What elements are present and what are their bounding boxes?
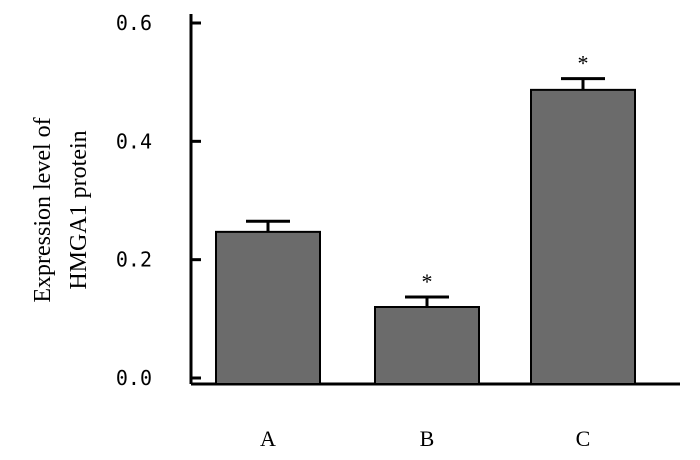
significance-mark-B: * [422, 269, 433, 294]
y-axis-title: Expression level of HMGA1 protein [30, 117, 92, 302]
y-tick-label: 0.4 [116, 129, 152, 153]
bar-A [215, 230, 321, 385]
significance-mark-C: * [578, 51, 589, 76]
y-tick-label: 0.6 [116, 11, 152, 35]
bars: ** [215, 51, 636, 385]
y-axis-title-line-2: HMGA1 protein [66, 130, 92, 289]
bar-B [374, 306, 480, 385]
x-tick-label-A: A [260, 426, 276, 451]
x-tick-label-B: B [420, 426, 435, 451]
x-tick-labels: A B C [260, 426, 590, 451]
bar-C [530, 88, 636, 385]
y-ticks: 0.0 0.2 0.4 0.6 [116, 11, 201, 390]
y-tick-label: 0.2 [116, 248, 152, 272]
y-tick-label: 0.0 [116, 366, 152, 390]
y-axis-title-line-1: Expression level of [30, 117, 56, 302]
x-tick-label-C: C [576, 426, 591, 451]
